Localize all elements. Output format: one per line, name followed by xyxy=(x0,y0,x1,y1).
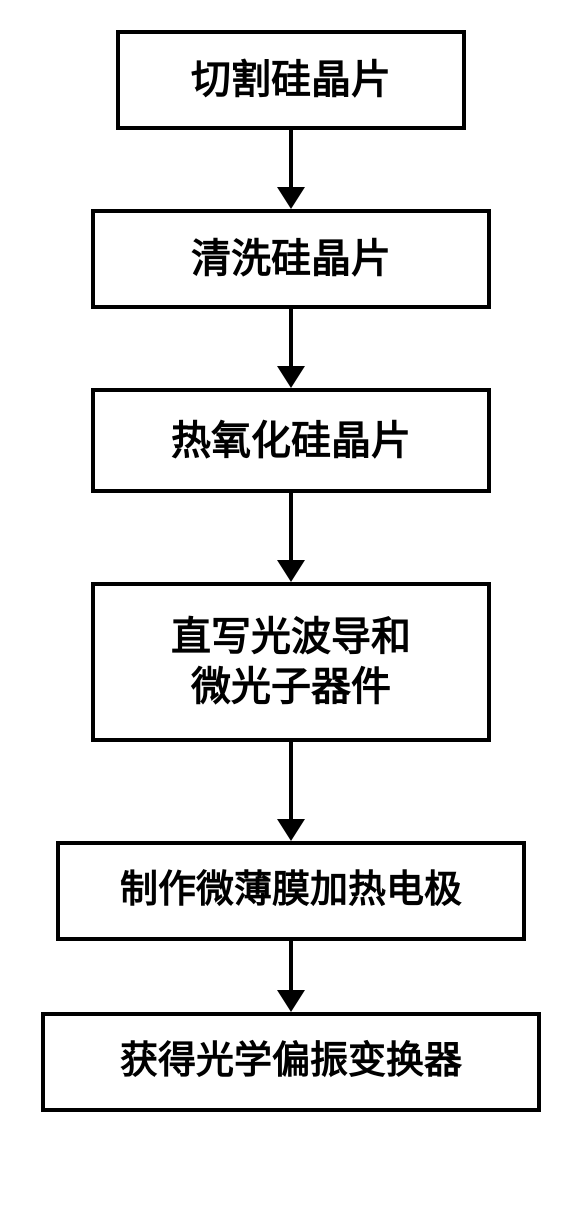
flow-arrow-1 xyxy=(277,130,305,209)
flow-node-4-label: 直写光波导和 微光子器件 xyxy=(171,612,411,712)
flow-node-1-label: 切割硅晶片 xyxy=(191,55,391,105)
flow-arrow-4 xyxy=(277,742,305,841)
flow-node-2: 清洗硅晶片 xyxy=(91,209,491,309)
process-flowchart: 切割硅晶片 清洗硅晶片 热氧化硅晶片 直写光波导和 微光子器件 制作微薄膜加热电… xyxy=(0,0,582,1112)
flow-node-1: 切割硅晶片 xyxy=(116,30,466,130)
arrow-head-icon xyxy=(277,819,305,841)
arrow-shaft-icon xyxy=(289,130,293,188)
arrow-head-icon xyxy=(277,560,305,582)
arrow-shaft-icon xyxy=(289,941,293,991)
flow-node-4: 直写光波导和 微光子器件 xyxy=(91,582,491,742)
flow-node-5: 制作微薄膜加热电极 xyxy=(56,841,526,941)
flow-node-6-label: 获得光学偏振变换器 xyxy=(120,1038,462,1086)
flow-arrow-2 xyxy=(277,309,305,388)
arrow-shaft-icon xyxy=(289,493,293,561)
flow-arrow-3 xyxy=(277,493,305,582)
flow-arrow-5 xyxy=(277,941,305,1012)
flow-node-2-label: 清洗硅晶片 xyxy=(191,234,391,284)
flow-node-3-label: 热氧化硅晶片 xyxy=(171,416,411,466)
flow-node-6: 获得光学偏振变换器 xyxy=(41,1012,541,1112)
arrow-head-icon xyxy=(277,366,305,388)
arrow-shaft-icon xyxy=(289,742,293,820)
arrow-head-icon xyxy=(277,990,305,1012)
flow-node-3: 热氧化硅晶片 xyxy=(91,388,491,493)
flow-node-5-label: 制作微薄膜加热电极 xyxy=(120,867,462,915)
arrow-head-icon xyxy=(277,187,305,209)
arrow-shaft-icon xyxy=(289,309,293,367)
